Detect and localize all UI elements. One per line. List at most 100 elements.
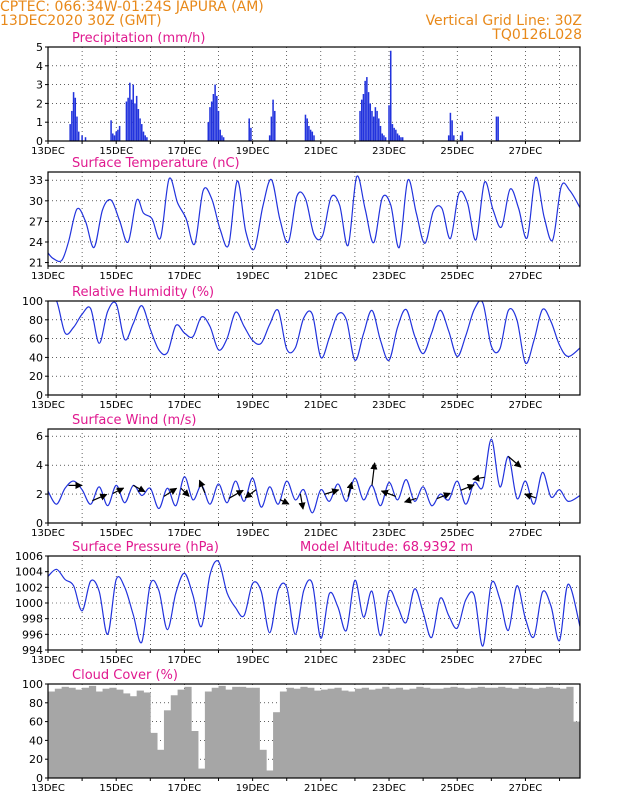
x-tick-label: 23DEC — [372, 655, 406, 666]
x-tick-label: 25DEC — [440, 400, 474, 411]
cloud-bar — [129, 696, 138, 778]
header-grid-line: Vertical Grid Line: 30Z — [425, 13, 582, 29]
cloud-bar — [252, 687, 260, 778]
precip-bar — [117, 129, 119, 141]
precip-bar — [451, 120, 453, 141]
cloud-bar — [457, 687, 465, 778]
series-line — [48, 175, 580, 263]
y-tick-label: 0 — [36, 772, 43, 785]
y-tick-label: 1 — [36, 116, 43, 129]
wind-vector — [324, 488, 340, 496]
x-tick-label: 15DEC — [99, 146, 133, 157]
cloud-bar — [532, 688, 540, 778]
precip-bar — [396, 133, 399, 141]
y-tick-label: 996 — [22, 628, 43, 641]
x-tick-label: 23DEC — [372, 528, 406, 539]
precip-bar — [381, 133, 383, 141]
y-tick-label: 5 — [36, 41, 43, 54]
y-tick-label: 998 — [22, 613, 43, 626]
precip-bar — [449, 112, 452, 141]
y-tick-label: 80 — [29, 697, 43, 710]
x-tick-label: 25DEC — [440, 528, 474, 539]
y-tick-label: 20 — [29, 753, 43, 766]
cloud-bar — [518, 686, 526, 778]
cloud-bar — [402, 689, 410, 778]
precip-bar — [76, 116, 78, 141]
cloud-bar — [416, 686, 424, 778]
x-tick-label: 23DEC — [372, 783, 406, 794]
cloud-bar — [470, 687, 479, 778]
y-tick-label: 40 — [29, 734, 43, 747]
precip-bar — [217, 110, 220, 141]
y-tick-label: 20 — [29, 370, 43, 383]
x-tick-label: 13DEC — [31, 655, 65, 666]
precip-bar — [272, 99, 274, 141]
precip-bar — [146, 137, 148, 141]
cloud-bar — [477, 686, 485, 778]
cloud-bar — [232, 686, 240, 778]
precip-bar — [309, 129, 312, 141]
precip-bar — [384, 137, 387, 141]
x-tick-label: 13DEC — [31, 528, 65, 539]
series-line — [48, 560, 580, 647]
cloud-bar — [573, 721, 580, 778]
y-tick-label: 21 — [29, 257, 43, 270]
x-tick-label: 15DEC — [99, 655, 133, 666]
x-tick-label: 13DEC — [31, 146, 65, 157]
cloud-bar — [450, 686, 458, 778]
cloud-bar — [68, 687, 76, 778]
cloud-bar — [54, 688, 63, 778]
precip-bar — [250, 127, 252, 141]
y-tick-label: 1002 — [15, 581, 43, 594]
x-tick-label: 17DEC — [168, 271, 202, 282]
x-tick-label: 25DEC — [440, 783, 474, 794]
y-tick-label: 3 — [36, 79, 43, 92]
y-tick-label: 40 — [29, 351, 43, 364]
precip-bar — [118, 125, 121, 141]
precip-bar — [139, 118, 141, 141]
x-tick-label: 15DEC — [99, 528, 133, 539]
x-tick-label: 19DEC — [236, 271, 270, 282]
precip-bar — [77, 131, 80, 141]
x-tick-label: 27DEC — [509, 528, 543, 539]
cloud-bar — [484, 687, 492, 778]
y-tick-label: 30 — [29, 195, 43, 208]
wind-vector — [279, 497, 290, 505]
precip-bar — [495, 116, 498, 141]
precip-bar — [311, 131, 314, 141]
cloud-bar — [389, 688, 397, 778]
y-tick-label: 0 — [36, 517, 43, 530]
y-tick-label: 2 — [36, 488, 43, 501]
x-tick-label: 25DEC — [440, 271, 474, 282]
y-tick-label: 1000 — [15, 597, 43, 610]
precip-bar — [69, 124, 71, 141]
cloud-bar — [75, 689, 83, 778]
precip-bar — [313, 135, 315, 141]
x-tick-label: 15DEC — [99, 400, 133, 411]
wind-vector — [436, 492, 451, 500]
wind-vector — [298, 493, 306, 510]
precip-bar — [376, 110, 378, 141]
cloud-bar — [157, 749, 165, 778]
precip-bar — [395, 129, 397, 141]
precip-bar — [212, 94, 215, 141]
x-tick-label: 21DEC — [304, 783, 338, 794]
x-tick-label: 17DEC — [168, 655, 202, 666]
precip-bar — [274, 110, 276, 141]
panel-frame — [47, 46, 581, 142]
y-tick-label: 4 — [36, 459, 43, 472]
precip-bar — [113, 135, 116, 141]
precip-bar — [221, 135, 223, 141]
precip-bar — [248, 118, 250, 141]
cloud-bar — [436, 688, 444, 778]
cloud-bar — [464, 688, 472, 778]
precip-bar — [134, 103, 136, 141]
x-tick-label: 27DEC — [509, 400, 543, 411]
cloud-bar — [395, 687, 404, 778]
panel-title: Surface Wind (m/s) — [72, 413, 196, 428]
wind-vector — [244, 489, 257, 499]
cloud-bar — [580, 687, 587, 778]
cloud-bar — [334, 687, 342, 778]
x-tick-label: 19DEC — [236, 400, 270, 411]
panel-2: 0 20 40 60 80 100 13DEC 15DEC 17DEC 19DEC 21DEC 23D… — [22, 285, 581, 411]
